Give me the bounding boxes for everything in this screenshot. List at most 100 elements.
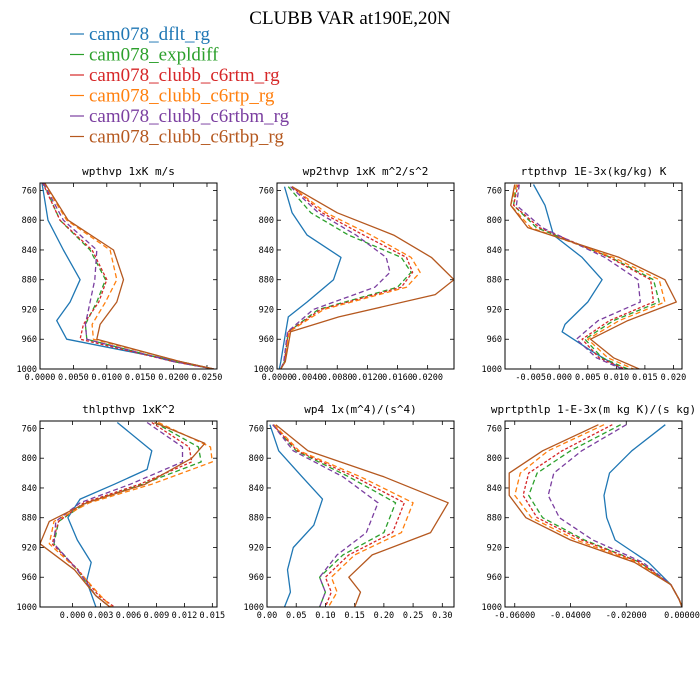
x-tick-label: 0.00: [257, 611, 277, 621]
series-line-5: [515, 184, 641, 369]
y-tick-label: 840: [487, 484, 502, 494]
panel-title: thlpthvp 1xK^2: [82, 403, 175, 416]
plot-frame: [266, 420, 455, 608]
x-tick-label: 0.0250: [192, 373, 223, 383]
panel-4: thlpthvp 1xK^2 760 800 840 880 920 960 1000 0.00…: [17, 403, 226, 621]
panel-1: wpthvp 1xK m/s76080084088092096010000.00…: [17, 165, 223, 383]
series-line-6: [40, 421, 206, 607]
x-tick-label: 0.0200: [412, 373, 443, 383]
x-tick-label: 0.0150: [125, 373, 156, 383]
x-tick-label: 0.005: [575, 373, 601, 383]
y-tick-label: 760: [249, 424, 264, 434]
series-line-1: [67, 421, 153, 607]
x-tick-label: 0.020: [661, 373, 687, 383]
x-tick-label: 0.0000: [25, 373, 56, 383]
plot-frame: [504, 182, 683, 370]
x-tick-label: 0.006: [116, 611, 142, 621]
y-tick-label: 960: [249, 573, 264, 583]
x-tick-label: 0.05: [286, 611, 306, 621]
x-tick-label: 0.0100: [91, 373, 122, 383]
series-line-2: [272, 424, 397, 607]
series-line-4: [273, 424, 414, 607]
y-tick-label: 920: [259, 305, 274, 315]
series-line-5: [272, 424, 379, 607]
series-line-3: [42, 183, 214, 369]
y-tick-label: 920: [487, 543, 502, 553]
series-line-3: [51, 421, 193, 607]
y-tick-label: 960: [487, 573, 502, 583]
y-tick-label: 960: [22, 335, 37, 345]
x-tick-label: 0.000: [546, 373, 572, 383]
panel-5: wp4 1x(m^4)/(s^4)76080084088092096010000…: [244, 403, 455, 621]
series-line-4: [48, 421, 213, 607]
x-tick-label: 0.003: [88, 611, 114, 621]
legend-entry: cam078_clubb_c6rtbm_rg: [89, 106, 290, 127]
y-tick-label: 760: [487, 424, 502, 434]
x-tick-label: 0.012: [172, 611, 198, 621]
series-line-3: [280, 186, 414, 369]
x-tick-label: 0.00000: [664, 611, 700, 621]
y-tick-label: 1000: [244, 603, 264, 613]
y-tick-label: 880: [22, 276, 37, 286]
plot-frame: [39, 182, 218, 370]
y-tick-label: 880: [259, 276, 274, 286]
series-line-2: [528, 424, 682, 607]
y-tick-label: 880: [487, 276, 502, 286]
x-tick-label: 0.015: [200, 611, 226, 621]
y-tick-label: 920: [249, 543, 264, 553]
y-tick-label: 760: [22, 424, 37, 434]
series-line-1: [603, 424, 682, 607]
y-tick-label: 800: [487, 216, 502, 226]
series-group: [40, 421, 213, 607]
x-tick-label: 0.15: [344, 611, 364, 621]
x-tick-label: 0.0200: [158, 373, 189, 383]
y-tick-label: 880: [249, 514, 264, 524]
y-tick-label: 760: [487, 186, 502, 196]
series-line-1: [269, 424, 324, 607]
series-line-2: [512, 184, 660, 369]
y-tick-label: 800: [487, 454, 502, 464]
y-tick-label: 1000: [17, 365, 37, 375]
x-tick-label: 0.0160: [382, 373, 413, 383]
series-line-3: [272, 424, 405, 607]
series-line-6: [510, 184, 677, 369]
panel-2: wp2thvp 1xK m^2/s^2 760 800 840 880 920 960 100…: [254, 165, 455, 383]
x-tick-label: 0.0050: [58, 373, 89, 383]
series-line-2: [280, 186, 412, 369]
y-tick-label: 880: [487, 514, 502, 524]
legend-entry: cam078_clubb_c6rtp_rg: [89, 86, 275, 107]
y-tick-label: 800: [22, 454, 37, 464]
y-tick-label: 880: [22, 514, 37, 524]
panel-title: wpthvp 1xK m/s: [82, 165, 175, 178]
y-tick-label: 760: [22, 186, 37, 196]
panel-title: rtpthvp 1E-3x(kg/kg) K: [521, 165, 667, 178]
x-tick-label: -0.02000: [606, 611, 647, 621]
x-tick-label: 0.015: [632, 373, 658, 383]
x-tick-label: 0.10: [315, 611, 335, 621]
panel-title: wp4 1x(m^4)/(s^4): [304, 403, 417, 416]
legend-entry: cam078_dflt_rg: [89, 24, 211, 45]
y-tick-label: 920: [22, 305, 37, 315]
plot-frame: [39, 420, 218, 608]
series-line-1: [41, 183, 214, 369]
series-line-5: [53, 421, 184, 607]
y-tick-label: 1000: [254, 365, 274, 375]
y-tick-label: 760: [259, 186, 274, 196]
legend-entry: cam078_expldiff: [89, 45, 219, 66]
series-group: [278, 186, 454, 369]
series-line-1: [278, 186, 342, 369]
series-line-6: [275, 424, 449, 607]
x-tick-label: -0.04000: [550, 611, 591, 621]
panels: wpthvp 1xK m/s76080084088092096010000.00…: [17, 165, 700, 621]
plot-frame: [504, 420, 683, 608]
y-tick-label: 960: [487, 335, 502, 345]
x-tick-label: 0.0120: [352, 373, 383, 383]
x-tick-label: 0.010: [604, 373, 630, 383]
series-line-2: [42, 183, 214, 369]
panel-6: wprtpthlp 1-E-3x(m kg K)/(s kg) 760 800 840…: [482, 403, 700, 621]
series-line-6: [44, 183, 214, 369]
x-tick-label: 0.0080: [322, 373, 353, 383]
y-tick-label: 840: [249, 484, 264, 494]
